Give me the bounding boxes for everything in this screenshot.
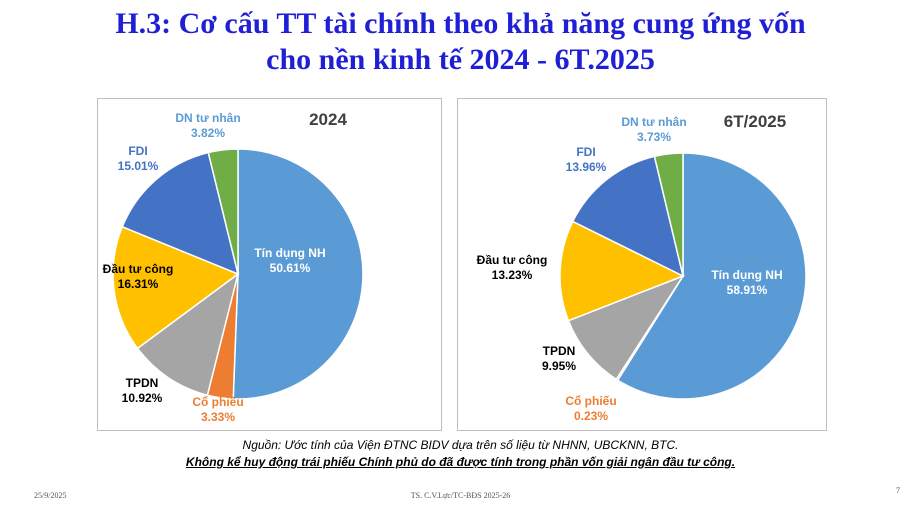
title-line-2: cho nền kinh tế 2024 - 6T.2025 <box>266 43 655 76</box>
slice-name-tpdn: TPDN <box>126 376 159 390</box>
slice-name-fdi: FDI <box>128 144 147 158</box>
slice-value-fdi: 13.96% <box>566 160 607 174</box>
slice-name-fdi: FDI <box>576 145 595 159</box>
slice-value-tpdn: 10.92% <box>122 391 163 405</box>
pie-slice-tpdn <box>136 272 240 397</box>
pie-slice-dau-tu-cong <box>112 225 240 350</box>
slice-value-dau-tu-cong: 16.31% <box>118 277 159 291</box>
footer-date: 25/9/2025 <box>34 491 67 500</box>
chart-title: 6T/2025 <box>724 112 786 131</box>
pie-slice-fdi <box>571 155 685 278</box>
chart-title: 2024 <box>309 110 347 129</box>
pie-slice-tin-dung-nh <box>616 152 807 400</box>
pie-slice-dn-tu-nhan <box>653 152 684 277</box>
chart-panel-6t2025: Tín dụng NH 58.91% Cổ phiếu 0.23% TPDN 9.95% Đ… <box>457 98 827 431</box>
footer-author: TS. C.V.Lực/TC-BĐS 2025-26 <box>410 491 511 500</box>
slice-value-tin-dung-nh: 58.91% <box>727 283 768 297</box>
slice-name-tin-dung-nh: Tín dụng NH <box>254 246 325 260</box>
slice-value-dau-tu-cong: 13.23% <box>492 268 533 282</box>
page-title: H.3: Cơ cấu TT tài chính theo khả năng c… <box>0 6 921 78</box>
title-line-1: H.3: Cơ cấu TT tài chính theo khả năng c… <box>115 7 806 40</box>
source-note: Nguồn: Ước tính của Viện ĐTNC BIDV dựa t… <box>242 438 679 452</box>
pie-slice-dn-tu-nhan <box>207 148 239 275</box>
slice-value-tpdn: 9.95% <box>542 359 576 373</box>
slice-name-dn-tu-nhan: DN tư nhân <box>175 111 240 125</box>
page-number: 7 <box>896 486 900 495</box>
slice-name-dau-tu-cong: Đầu tư công <box>477 253 548 267</box>
slice-value-co-phieu: 3.33% <box>201 410 235 424</box>
pie-slice-tpdn <box>567 274 685 381</box>
slice-value-dn-tu-nhan: 3.82% <box>191 126 225 140</box>
slice-value-dn-tu-nhan: 3.73% <box>637 130 671 144</box>
pie-slice-tin-dung-nh <box>232 148 364 400</box>
slice-name-tpdn: TPDN <box>543 344 576 358</box>
slice-name-co-phieu: Cổ phiếu <box>192 395 243 409</box>
slice-value-fdi: 15.01% <box>118 159 159 173</box>
slice-name-tin-dung-nh: Tín dụng NH <box>711 268 782 282</box>
chart-panel-2024: Tín dụng NH 50.61% Cổ phiếu 3.33% TPDN 10.92%… <box>97 98 442 431</box>
slice-name-co-phieu: Cổ phiếu <box>565 394 616 408</box>
pie-slice-fdi <box>121 151 240 276</box>
slice-value-tin-dung-nh: 50.61% <box>270 261 311 275</box>
pie-slice-dau-tu-cong <box>559 220 685 322</box>
disclaimer-note: Không kể huy động trái phiếu Chính phủ d… <box>185 455 736 469</box>
slice-value-co-phieu: 0.23% <box>574 409 608 423</box>
slice-name-dn-tu-nhan: DN tư nhân <box>621 115 686 129</box>
slice-name-dau-tu-cong: Đầu tư công <box>103 262 174 276</box>
